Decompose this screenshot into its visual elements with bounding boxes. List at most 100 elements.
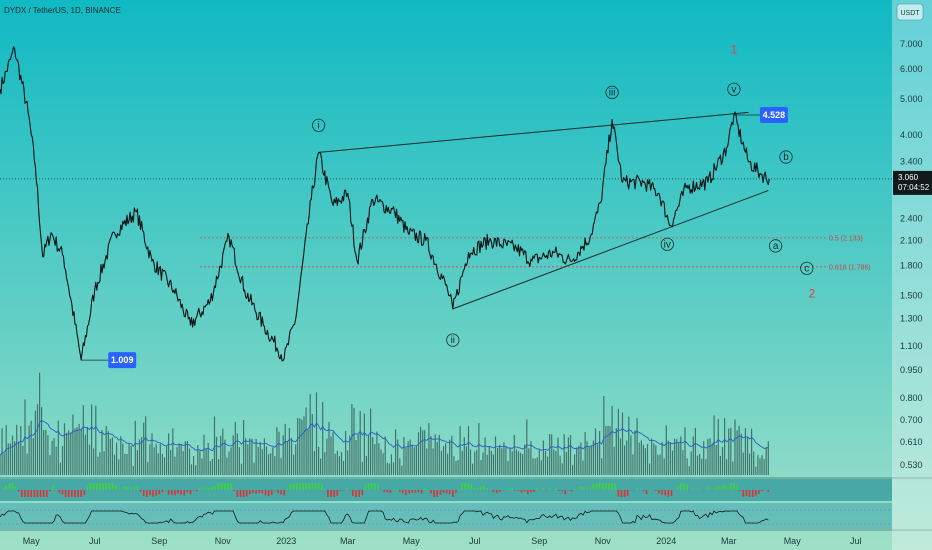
volume-bar [699,454,701,475]
volume-bar [619,438,622,475]
volume-bar [686,458,688,475]
volume-bar [61,446,64,475]
volume-bar [7,443,9,475]
volume-bar [542,440,544,475]
oscillator-bar [149,490,151,496]
oscillator-bar [280,490,282,495]
oscillator-bar [89,483,92,490]
volume-bar [499,444,501,475]
volume-bar [193,456,195,475]
volume-bar [309,394,311,475]
wave-count-2: 2 [809,287,816,301]
oscillator-bar [577,489,579,490]
x-tick-label: Sep [531,536,547,546]
volume-bar [513,434,515,475]
volume-bar [301,419,303,475]
volume-bar [532,458,534,475]
volume-bar [222,428,224,475]
volume-bar [14,441,16,475]
oscillator-bar [336,490,339,496]
volume-bar [555,451,557,475]
oscillator-bar [686,484,688,490]
volume-bar [174,456,176,475]
oscillator-bar [196,490,198,492]
volume-bar [497,448,499,475]
oscillator-bar [670,490,673,497]
volume-bar [265,446,268,475]
oscillator-bar [33,490,36,497]
oscillator-bar [661,490,663,495]
oscillator-bar [102,483,104,490]
volume-bar [617,408,619,475]
y-tick-label: 3.400 [900,157,923,167]
volume-bar [311,414,313,475]
volume-bar [461,450,463,475]
volume-bar [459,425,461,475]
oscillator-bar [349,490,351,491]
oscillator-bar [505,489,507,490]
oscillator-2-line [0,510,769,524]
oscillator-bar [555,488,557,490]
volume-bar [578,445,580,475]
volume-bar [363,413,365,475]
volume-bar [401,465,403,475]
volume-bar [740,433,742,475]
volume-bar [36,404,39,475]
price-line [0,46,770,362]
currency-button[interactable]: USDT [896,3,924,21]
oscillator-bar [461,483,463,490]
oscillator-bar [220,483,223,490]
volume-bar [759,458,761,475]
volume-bar [467,425,470,475]
oscillator-bar [455,490,457,493]
volume-bar [345,431,347,475]
volume-bar [728,428,730,475]
volume-bar [332,432,334,475]
oscillator-bar [289,484,292,490]
volume-bar [347,450,349,475]
volume-bar [553,449,555,475]
oscillator-bar [592,483,595,490]
wave-label-circle [605,85,619,100]
volume-bar [390,454,392,475]
price-axis-panel[interactable] [892,0,932,550]
current-price-tag: 3.060 07:04:52 [893,170,932,195]
volume-bar [166,445,168,475]
volume-bar [143,422,145,475]
volume-bar [190,464,193,475]
volume-bar [732,461,734,475]
volume-bar [415,446,417,475]
volume-bar [707,438,709,475]
volume-bar [68,430,70,475]
oscillator-bar [314,483,317,490]
volume-bar [253,462,255,475]
volume-bar [151,433,153,475]
volume-bar [563,434,565,475]
oscillator-bar [167,490,170,495]
oscillator-bar [386,490,389,493]
volume-bar [715,445,717,475]
oscillator-bar [708,486,710,490]
volume-bar [213,416,216,475]
volume-bar [276,427,278,475]
volume-bar [420,426,422,475]
oscillator-bar [420,490,423,494]
volume-bar [453,456,455,475]
volume-bar [565,451,567,475]
volume-bar [124,453,126,475]
x-tick-label: 2024 [656,536,676,546]
oscillator-bar [626,490,629,496]
volume-bar [457,460,459,475]
volume-bar [278,431,280,475]
oscillator-bar [761,490,763,491]
oscillator-bar [714,487,716,490]
volume-bar [47,435,49,475]
oscillator-bar [308,483,310,490]
volume-bar [634,430,636,475]
volume-bar [649,463,651,475]
volume-bar [486,454,488,475]
volume-bar [315,392,318,475]
oscillator-bar [580,486,582,490]
oscillator-bar [108,483,111,490]
